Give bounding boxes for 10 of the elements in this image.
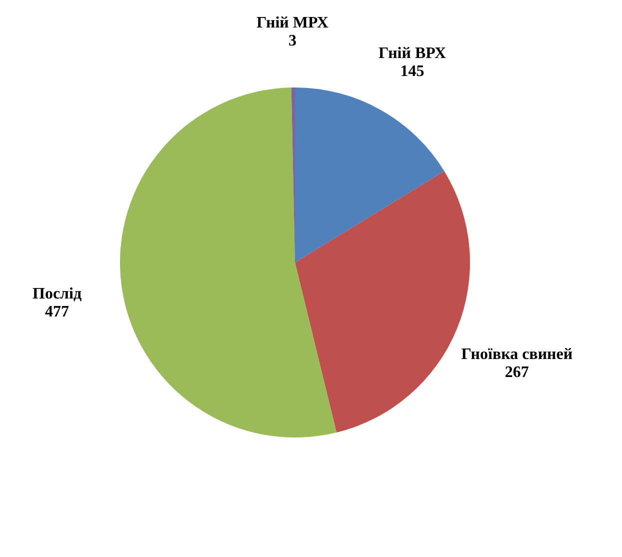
pie-slice xyxy=(295,88,444,262)
pie-slice xyxy=(120,88,337,438)
slice-label: Послід xyxy=(32,286,82,303)
slice-label: Гній ВРХ xyxy=(378,45,447,62)
data-label: 3 xyxy=(288,32,296,50)
data-label: 145 xyxy=(400,63,424,80)
data-label: 477 xyxy=(45,304,70,321)
slice-label: Гній МРХ xyxy=(256,14,329,32)
data-label: 267 xyxy=(504,364,529,381)
slice-label: Гноївка свиней xyxy=(461,346,573,363)
